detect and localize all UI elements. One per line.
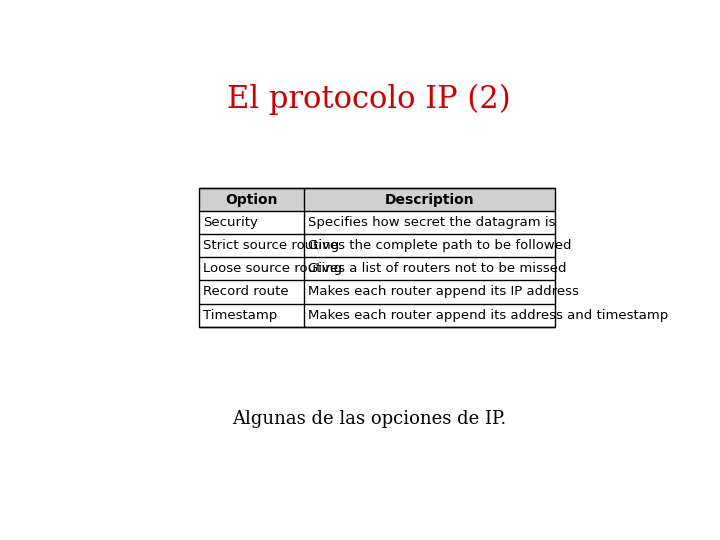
Text: El protocolo IP (2): El protocolo IP (2) — [228, 84, 510, 115]
Bar — [199, 280, 555, 303]
Bar — [199, 257, 555, 280]
Text: Gives the complete path to be followed: Gives the complete path to be followed — [308, 239, 572, 252]
Text: Makes each router append its address and timestamp: Makes each router append its address and… — [308, 308, 669, 321]
Bar — [199, 188, 555, 211]
Bar — [199, 211, 555, 234]
Text: Description: Description — [384, 193, 474, 206]
Text: Loose source routing: Loose source routing — [203, 262, 342, 275]
Bar — [199, 234, 555, 257]
Text: Gives a list of routers not to be missed: Gives a list of routers not to be missed — [308, 262, 567, 275]
Text: Strict source routing: Strict source routing — [203, 239, 339, 252]
Text: Record route: Record route — [203, 286, 289, 299]
Text: Option: Option — [225, 193, 277, 206]
Text: Specifies how secret the datagram is: Specifies how secret the datagram is — [308, 216, 556, 229]
Bar — [199, 303, 555, 327]
Text: Makes each router append its IP address: Makes each router append its IP address — [308, 286, 579, 299]
Text: Algunas de las opciones de IP.: Algunas de las opciones de IP. — [232, 410, 506, 428]
Text: Timestamp: Timestamp — [203, 308, 277, 321]
Text: Security: Security — [203, 216, 258, 229]
